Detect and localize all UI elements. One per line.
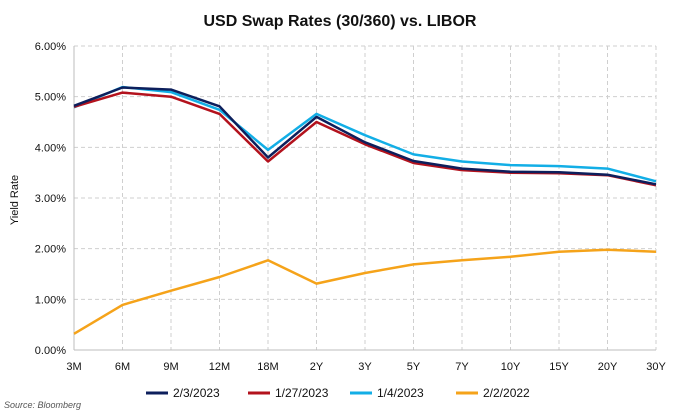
x-tick-label: 15Y bbox=[549, 361, 569, 373]
x-tick-label: 5Y bbox=[407, 361, 421, 373]
x-tick-label: 20Y bbox=[598, 361, 618, 373]
series-line-2-3-2023 bbox=[73, 86, 657, 186]
x-tick-label: 30Y bbox=[646, 361, 666, 373]
legend-label: 1/27/2023 bbox=[275, 386, 329, 400]
y-tick-label: 0.00% bbox=[35, 345, 66, 357]
legend: 2/3/2023 1/27/2023 1/4/2023 2/2/2022 bbox=[146, 386, 530, 400]
chart-title: USD Swap Rates (30/360) vs. LIBOR bbox=[204, 13, 477, 30]
x-tick-label: 7Y bbox=[455, 361, 469, 373]
x-tick-label: 3Y bbox=[358, 361, 372, 373]
series-line-2-2-2022 bbox=[73, 248, 657, 335]
y-tick-label: 5.00% bbox=[35, 92, 66, 104]
legend-label: 2/3/2023 bbox=[173, 386, 220, 400]
x-tick-label: 9M bbox=[163, 361, 178, 373]
legend-label: 1/4/2023 bbox=[377, 386, 424, 400]
series-line-1-4-2023 bbox=[73, 85, 657, 183]
y-tick-label: 1.00% bbox=[35, 294, 66, 306]
x-tick-label: 6M bbox=[115, 361, 130, 373]
y-tick-label: 3.00% bbox=[35, 193, 66, 205]
y-tick-label: 6.00% bbox=[35, 41, 66, 53]
y-axis-label: Yield Rate bbox=[9, 175, 21, 225]
legend-label: 2/2/2022 bbox=[483, 386, 530, 400]
x-tick-label: 12M bbox=[209, 361, 230, 373]
x-axis-ticks: 3M 6M 9M 12M 18M 2Y 3Y 5Y 7Y 10Y 15Y 20Y 30Y bbox=[66, 361, 666, 373]
x-tick-label: 2Y bbox=[310, 361, 324, 373]
series-lines bbox=[73, 85, 657, 335]
x-tick-label: 3M bbox=[66, 361, 81, 373]
grid bbox=[73, 45, 657, 351]
source-note: Source: Bloomberg bbox=[4, 400, 81, 410]
x-tick-label: 18M bbox=[257, 361, 278, 373]
x-tick-label: 10Y bbox=[501, 361, 521, 373]
y-axis-ticks: 0.00% 1.00% 2.00% 3.00% 4.00% 5.00% 6.00% bbox=[35, 41, 66, 357]
y-tick-label: 4.00% bbox=[35, 142, 66, 154]
y-tick-label: 2.00% bbox=[35, 244, 66, 256]
